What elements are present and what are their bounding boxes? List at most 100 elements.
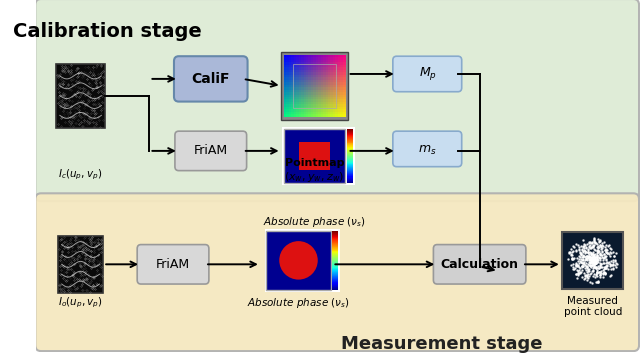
Bar (328, 70, 331, 72)
Bar (308, 82, 311, 85)
Bar (311, 87, 314, 90)
Bar (347, 149, 353, 150)
Bar (314, 80, 316, 82)
Point (592, 255, 602, 261)
Bar (347, 140, 353, 141)
Point (564, 250, 574, 256)
Point (597, 248, 607, 254)
Point (588, 249, 598, 255)
Bar (332, 232, 338, 233)
Bar (289, 102, 292, 105)
Bar (347, 145, 353, 147)
Point (610, 257, 620, 263)
Text: FriAM: FriAM (194, 144, 228, 157)
Point (582, 277, 592, 282)
Bar (308, 109, 311, 112)
Point (591, 267, 602, 272)
Point (579, 253, 589, 259)
Point (570, 261, 580, 267)
Bar (294, 77, 296, 80)
Point (588, 237, 598, 242)
Point (588, 257, 598, 263)
Bar (291, 114, 294, 117)
Bar (311, 97, 314, 100)
Bar (321, 107, 324, 110)
Bar (318, 77, 321, 80)
Bar (281, 52, 348, 120)
Bar (294, 65, 296, 68)
Bar (335, 60, 339, 63)
Bar (335, 87, 339, 90)
Bar (330, 87, 333, 90)
FancyBboxPatch shape (35, 193, 639, 351)
Bar (333, 87, 336, 90)
Point (592, 270, 602, 276)
Bar (294, 70, 296, 72)
Bar (296, 70, 299, 72)
Point (582, 272, 592, 277)
Bar (289, 65, 292, 68)
Point (588, 257, 598, 262)
Point (565, 250, 575, 255)
Bar (314, 87, 316, 90)
Bar (294, 114, 296, 117)
Bar (303, 72, 307, 75)
Bar (343, 82, 346, 85)
Point (586, 264, 596, 270)
Bar (347, 179, 353, 181)
Point (586, 257, 596, 263)
Bar (330, 107, 333, 110)
Bar (316, 60, 319, 63)
Point (590, 256, 600, 261)
Point (591, 241, 601, 246)
Bar (330, 109, 333, 112)
Point (573, 268, 583, 274)
Bar (332, 245, 338, 246)
Bar (314, 70, 316, 72)
Point (573, 260, 584, 266)
Point (571, 262, 581, 268)
Bar (332, 243, 338, 245)
Point (587, 257, 597, 263)
Bar (296, 95, 299, 97)
Bar (311, 90, 314, 92)
Point (578, 263, 588, 269)
Point (589, 262, 600, 267)
Point (584, 266, 594, 272)
Bar (347, 172, 353, 174)
Bar (347, 131, 353, 132)
Bar (321, 92, 324, 95)
Bar (289, 55, 292, 58)
Bar (289, 77, 292, 80)
Point (577, 260, 588, 266)
Bar (335, 70, 339, 72)
Bar (338, 105, 340, 107)
Bar (340, 77, 343, 80)
Point (589, 261, 599, 266)
Bar (284, 75, 287, 77)
Bar (311, 85, 314, 87)
Bar (286, 114, 289, 117)
Bar (332, 241, 338, 242)
Point (580, 265, 590, 271)
Bar (343, 67, 346, 70)
Point (592, 270, 602, 276)
Point (591, 259, 602, 265)
Bar (294, 97, 296, 100)
Bar (294, 60, 296, 63)
Bar (299, 90, 301, 92)
Bar (299, 77, 301, 80)
Bar (284, 92, 287, 95)
Point (588, 243, 598, 249)
Bar (306, 92, 309, 95)
Bar (286, 70, 289, 72)
Bar (323, 60, 326, 63)
Bar (303, 97, 307, 100)
Bar (335, 109, 339, 112)
Bar (343, 87, 346, 90)
Point (591, 257, 602, 263)
Point (573, 270, 583, 276)
Point (588, 265, 598, 271)
Bar (335, 82, 339, 85)
Point (591, 257, 602, 263)
